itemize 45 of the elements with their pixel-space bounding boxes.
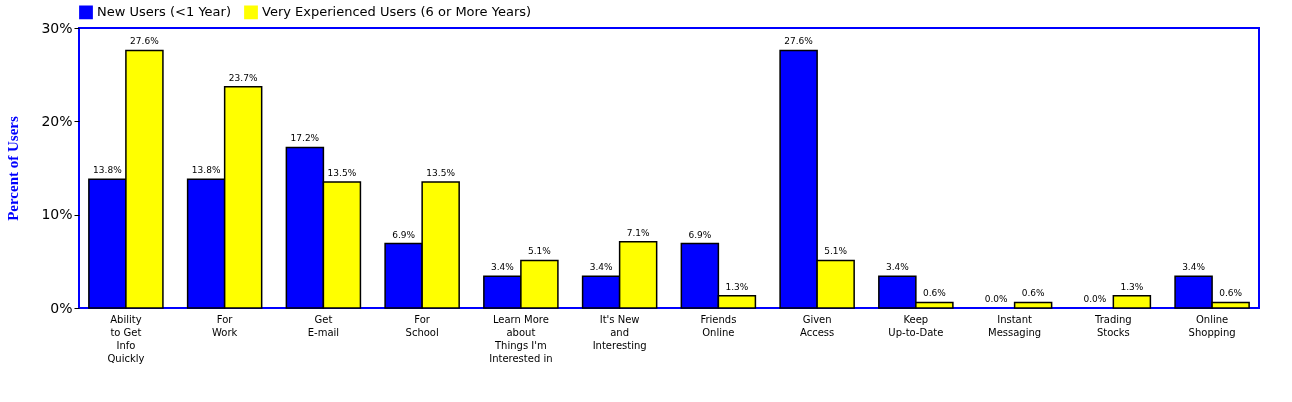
data-label: 6.9% bbox=[392, 229, 416, 240]
x-tick-label: Friends Online bbox=[700, 313, 737, 338]
legend-label: New Users (<1 Year) bbox=[97, 4, 231, 20]
x-tick-label: For School bbox=[405, 313, 439, 338]
data-label: 13.5% bbox=[426, 168, 456, 178]
data-label: 27.6% bbox=[130, 36, 160, 47]
data-label: 13.8% bbox=[191, 165, 221, 176]
x-tick-label: Trading Stocks bbox=[1094, 313, 1132, 338]
data-label: 13.5% bbox=[327, 168, 357, 178]
data-label: 1.3% bbox=[725, 281, 749, 292]
data-label: 27.6% bbox=[784, 36, 814, 47]
x-tick-label: For Work bbox=[211, 313, 238, 338]
y-tick-label: 10% bbox=[41, 206, 73, 223]
x-tick-label: Learn More about Things I'm Interested in bbox=[489, 313, 553, 364]
x-tick-label: It's New and Interesting bbox=[592, 313, 647, 351]
x-tick-label: Given Access bbox=[800, 313, 835, 338]
y-axis-title: Percent of Users bbox=[5, 116, 22, 221]
data-label: 0.0% bbox=[984, 294, 1008, 304]
data-label: 5.1% bbox=[824, 246, 848, 257]
x-tick-label: Online Shopping bbox=[1188, 313, 1236, 338]
data-label: 3.4% bbox=[490, 262, 515, 273]
y-tick-label: 0% bbox=[50, 299, 73, 316]
y-tick-label: 20% bbox=[41, 112, 73, 129]
bar bbox=[1112, 295, 1152, 309]
data-label: 0.6% bbox=[922, 288, 947, 299]
data-label: 0.6% bbox=[1219, 288, 1243, 299]
data-label: 6.9% bbox=[688, 229, 712, 240]
x-tick-label: Keep Up-to-Date bbox=[888, 313, 944, 338]
y-tick-label: 30% bbox=[41, 19, 73, 36]
data-label: 3.4% bbox=[1182, 262, 1206, 273]
data-label: 1.3% bbox=[1120, 281, 1144, 292]
data-label: 13.8% bbox=[93, 165, 123, 176]
x-tick-label: Ability to Get Info Quickly bbox=[107, 313, 145, 364]
bar bbox=[1013, 301, 1053, 309]
data-label: 0.6% bbox=[1021, 288, 1045, 299]
data-label: 0.0% bbox=[1083, 294, 1107, 304]
x-tick-label: Instant Messaging bbox=[988, 313, 1042, 338]
data-label: 23.7% bbox=[228, 72, 258, 83]
data-label: 7.1% bbox=[626, 227, 651, 238]
data-label: 17.2% bbox=[290, 133, 320, 144]
data-label: 3.4% bbox=[589, 262, 613, 273]
x-tick-label: Get E-mail bbox=[307, 313, 340, 338]
legend-label: Very Experienced Users (6 or More Years) bbox=[262, 4, 532, 20]
data-label: 5.1% bbox=[527, 246, 552, 257]
data-label: 3.4% bbox=[885, 262, 910, 273]
